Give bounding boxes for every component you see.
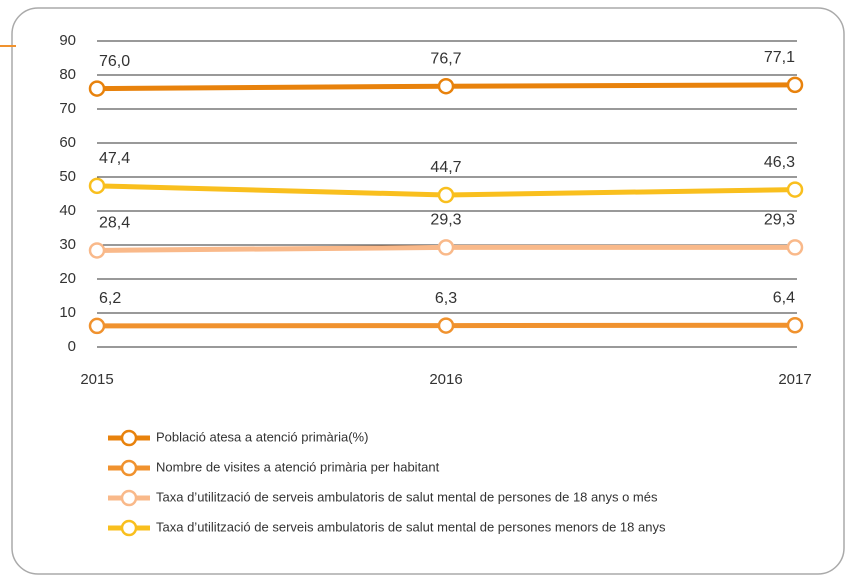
point-marker [437,186,455,204]
y-tick-label: 0 [68,338,76,355]
y-tick-label: 40 [59,202,76,219]
value-label: 47,4 [99,150,130,167]
y-tick-label: 60 [59,134,76,151]
y-tick-label: 20 [59,270,76,287]
value-label: 6,2 [99,290,121,307]
legend-label: Taxa d’utilització de serveis ambulatori… [156,519,666,534]
y-tick-label: 50 [59,168,76,185]
value-label: 28,4 [99,215,130,232]
frame [11,7,845,575]
y-tick-label: 70 [59,100,76,117]
point-marker [437,77,455,95]
point-marker [88,177,106,195]
x-tick-label: 2016 [429,371,462,388]
value-label: 29,3 [764,212,795,229]
value-label: 76,0 [99,53,130,70]
y-tick-label: 80 [59,66,76,83]
point-marker [786,316,804,334]
point-marker [786,76,804,94]
value-label: 6,4 [773,289,795,306]
point-marker [88,242,106,259]
legend-marker [120,519,138,537]
value-label: 46,3 [764,154,795,171]
point-marker [88,317,106,335]
point-marker [437,317,455,334]
point-marker [786,239,804,256]
legend-label: Nombre de visites a atenció primària per… [156,459,440,474]
legend-label: Taxa d’utilització de serveis ambulatori… [156,489,658,504]
point-marker [437,239,455,256]
legend-label: Població atesa a atenció primària(%) [156,429,368,444]
x-tick-label: 2017 [778,371,811,388]
point-marker [786,181,804,198]
x-tick-label: 2015 [80,371,113,388]
y-tick-label: 90 [59,32,76,49]
value-label: 77,1 [764,49,795,66]
value-label: 76,7 [430,50,461,67]
legend-marker [120,459,138,477]
value-label: 29,3 [430,212,461,229]
value-label: 44,7 [430,159,461,176]
point-marker [88,80,106,97]
legend-marker [120,429,138,447]
value-label: 6,3 [435,290,457,307]
y-tick-label: 10 [59,304,76,321]
legend-marker [120,489,138,507]
y-tick-label: 30 [59,236,76,253]
